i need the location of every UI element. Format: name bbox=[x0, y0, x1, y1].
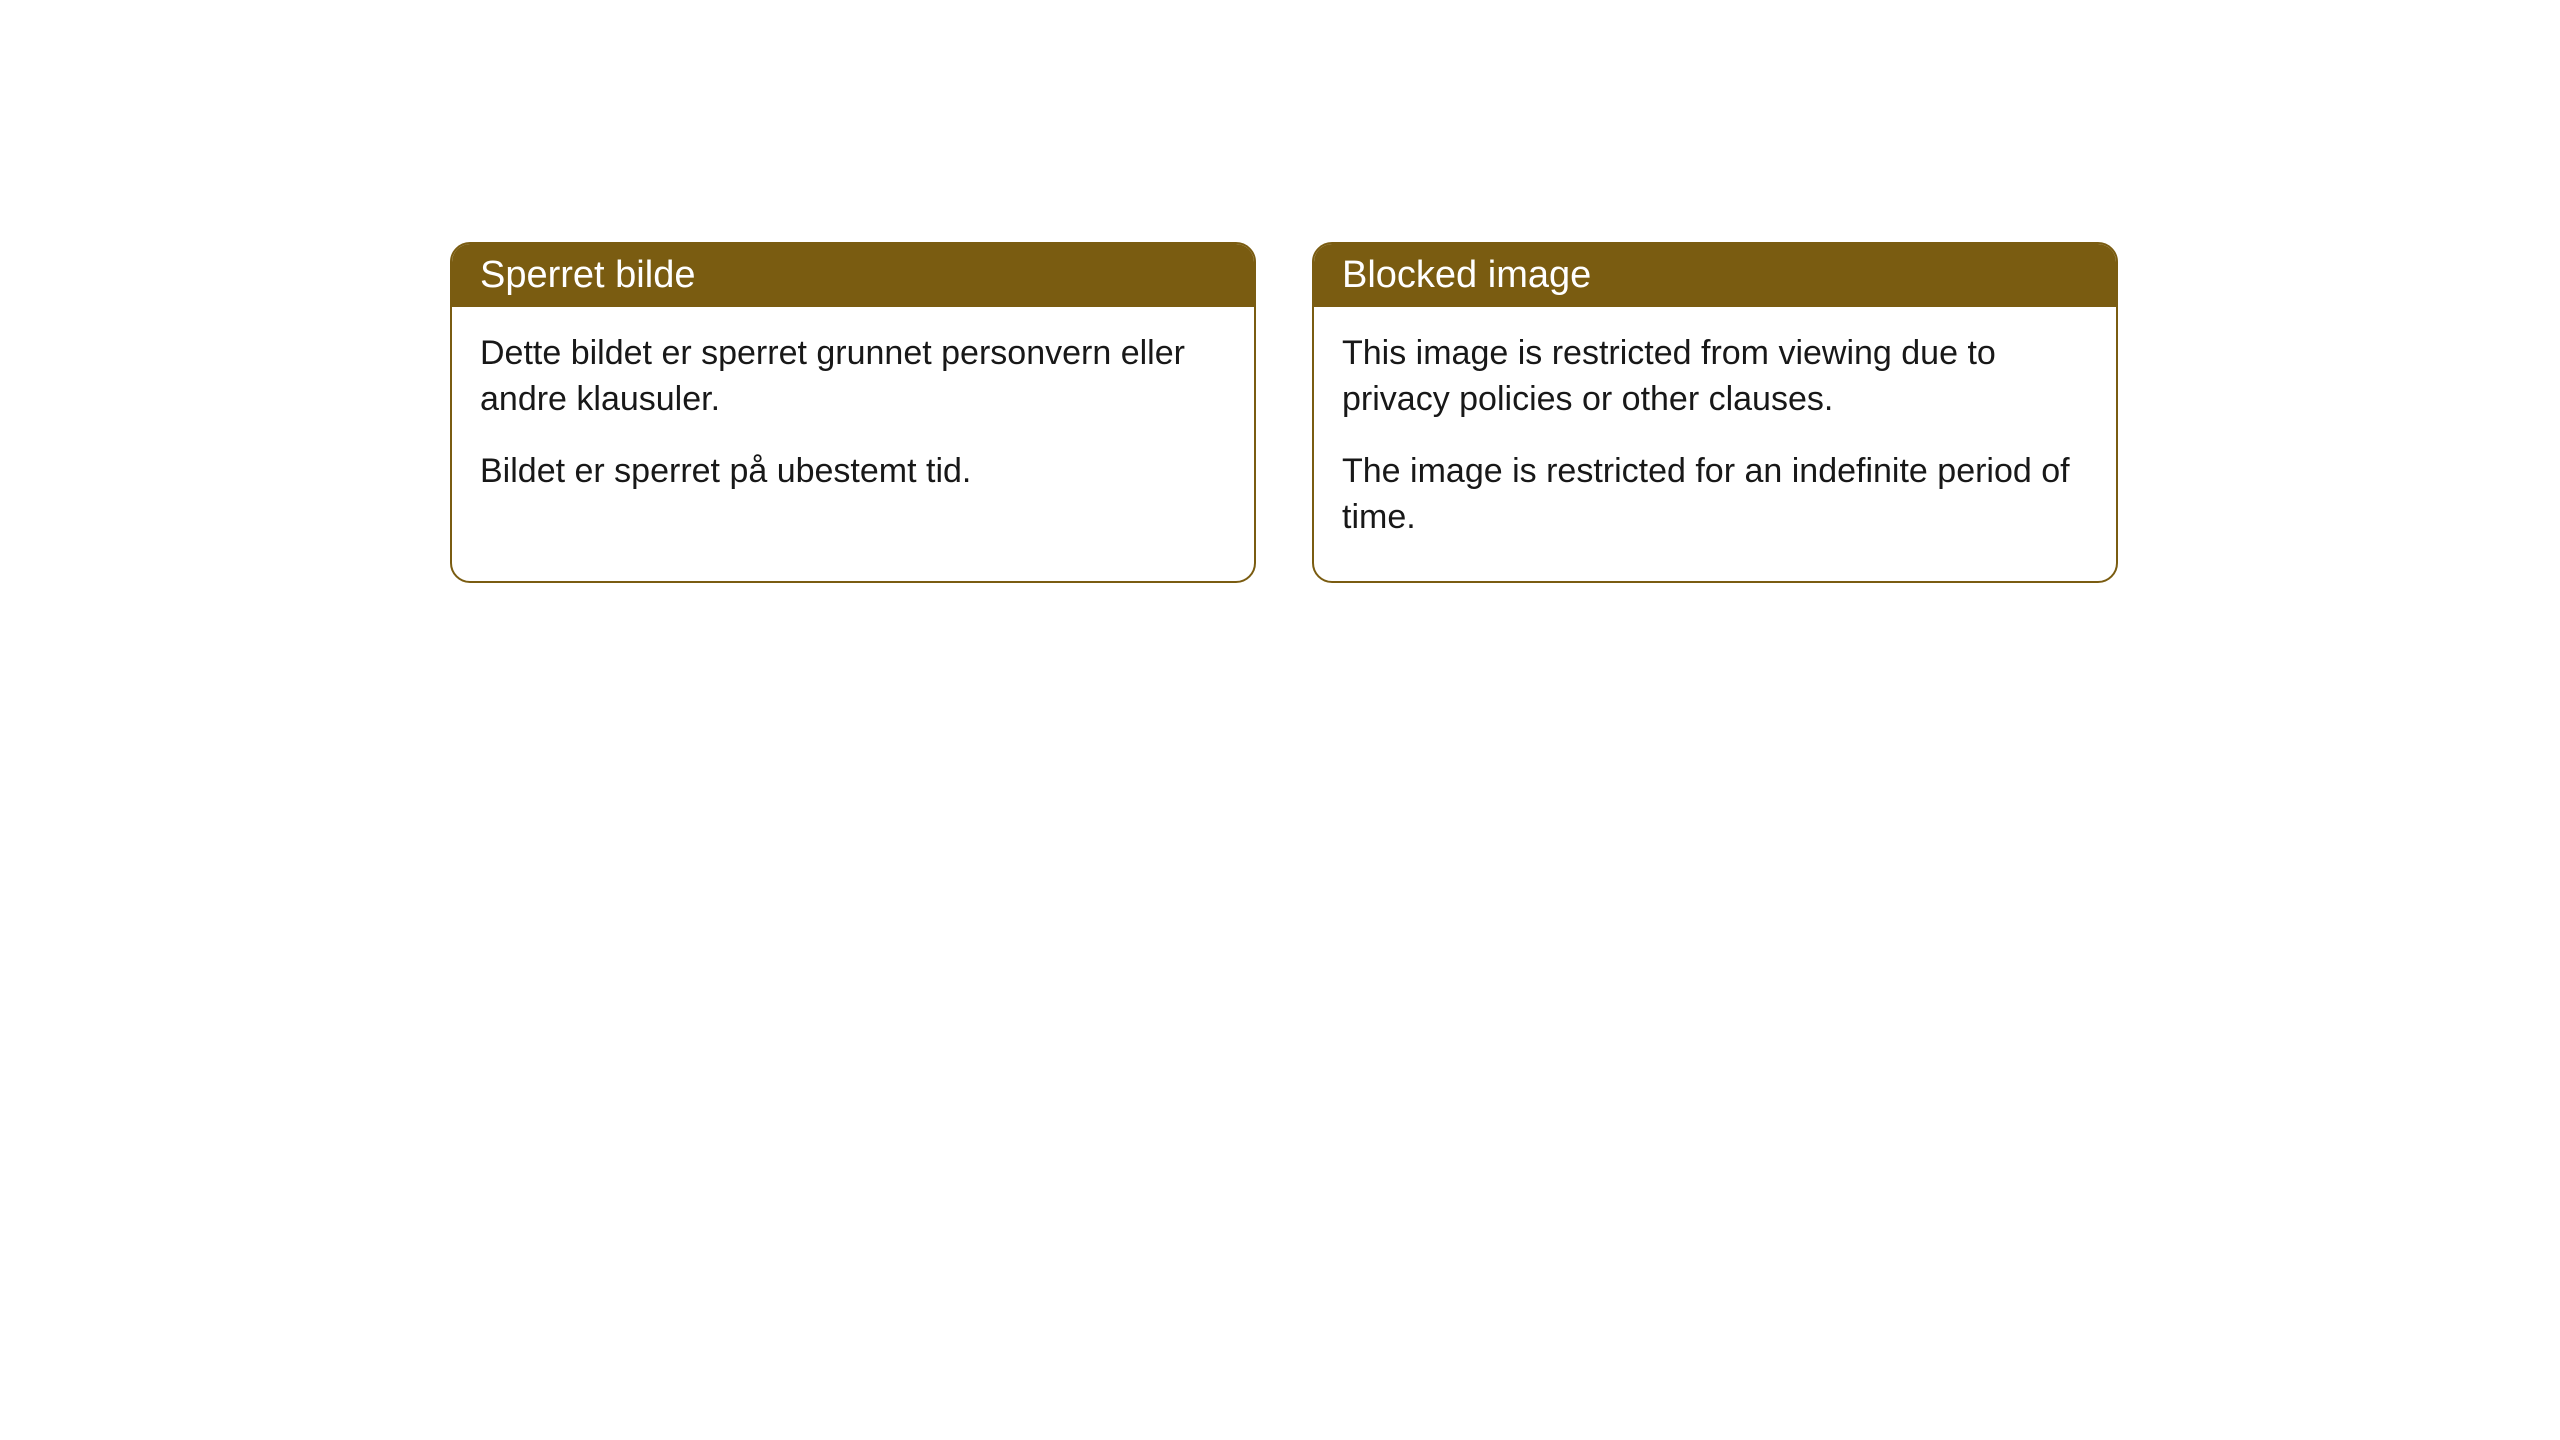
card-body-norwegian: Dette bildet er sperret grunnet personve… bbox=[452, 307, 1254, 535]
blocked-image-card-english: Blocked image This image is restricted f… bbox=[1312, 242, 2118, 583]
card-text-english-2: The image is restricted for an indefinit… bbox=[1342, 449, 2088, 541]
blocked-image-card-norwegian: Sperret bilde Dette bildet er sperret gr… bbox=[450, 242, 1256, 583]
card-text-norwegian-1: Dette bildet er sperret grunnet personve… bbox=[480, 331, 1226, 423]
card-body-english: This image is restricted from viewing du… bbox=[1314, 307, 2116, 581]
cards-container: Sperret bilde Dette bildet er sperret gr… bbox=[0, 0, 2560, 583]
card-text-norwegian-2: Bildet er sperret på ubestemt tid. bbox=[480, 449, 1226, 495]
card-header-norwegian: Sperret bilde bbox=[452, 244, 1254, 307]
card-text-english-1: This image is restricted from viewing du… bbox=[1342, 331, 2088, 423]
card-header-english: Blocked image bbox=[1314, 244, 2116, 307]
